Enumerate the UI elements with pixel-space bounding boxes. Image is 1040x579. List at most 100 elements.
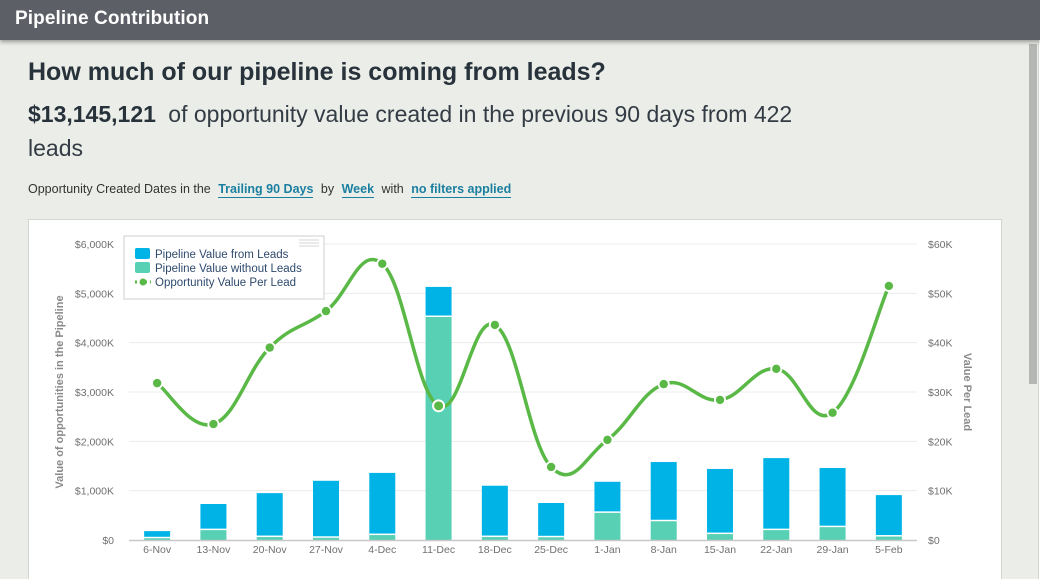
line-point-5-feb — [884, 281, 894, 291]
y2-tick-label: $10K — [928, 486, 953, 498]
with-text: with — [381, 182, 404, 196]
bar-pipeline-value-without-leads-1-jan — [594, 512, 621, 540]
line-point-27-nov — [321, 306, 331, 316]
bar-pipeline-value-without-leads-11-dec — [425, 317, 452, 540]
line-point-highlighted — [432, 399, 446, 413]
bar-pipeline-value-without-leads-22-jan — [763, 530, 790, 540]
legend-label-without-leads: Pipeline Value without Leads — [155, 263, 302, 275]
bars — [144, 286, 902, 540]
y2-tick-label: $30K — [928, 387, 953, 399]
line-point-22-jan — [772, 364, 781, 374]
y-tick-label: $4,000K — [75, 338, 114, 350]
bar-pipeline-value-from-leads-18-dec — [481, 485, 508, 536]
bar-pipeline-value-from-leads-11-dec — [425, 286, 452, 316]
line-point-15-jan — [715, 395, 725, 405]
summary: $13,145,121 of opportunity value created… — [28, 97, 808, 165]
x-tick-label: 25-Dec — [534, 544, 568, 556]
bar-pipeline-value-from-leads-15-jan — [707, 468, 733, 533]
legend-box — [123, 235, 325, 300]
y-tick-label: $3,000K — [75, 387, 114, 399]
x-tick-label: 20-Nov — [253, 544, 288, 556]
line-point-4-dec — [378, 259, 387, 268]
y-tick-label: $6,000K — [75, 239, 114, 251]
x-tick-label: 11-Dec — [422, 544, 455, 556]
bar-pipeline-value-from-leads-27-nov — [313, 480, 339, 537]
x-tick-label: 15-Jan — [704, 544, 736, 556]
y2-tick-label: $40K — [928, 338, 953, 350]
y-axis-ticks: $0 $1,000K $2,000K $3,000K $4,000K $5,000K $6,… — [75, 239, 114, 547]
bar-pipeline-value-without-leads-5-feb — [875, 536, 902, 540]
granularity-link[interactable]: Week — [341, 182, 375, 198]
bar-pipeline-value-without-leads-4-dec — [369, 535, 396, 540]
x-axis-ticks: 6-Nov 13-Nov 20-Nov 27-Nov 4-Dec 11-Dec 18-Dec… — [143, 544, 903, 556]
bar-pipeline-value-from-leads-4-dec — [369, 472, 396, 534]
line-points — [151, 257, 895, 473]
page-heading: How much of our pipeline is coming from … — [28, 58, 606, 86]
bar-pipeline-value-from-leads-5-feb — [875, 495, 902, 536]
y-tick-label: $0 — [102, 535, 114, 547]
line-point-13-nov — [209, 419, 218, 429]
by-text: by — [320, 182, 335, 196]
window-title: Pipeline Contribution — [15, 8, 210, 29]
legend-swatch-without-leads — [135, 262, 150, 273]
x-tick-label: 8-Jan — [651, 544, 677, 556]
y2-tick-label: $0 — [928, 535, 940, 547]
x-tick-label: 29-Jan — [817, 544, 849, 556]
legend-swatch-from-leads — [135, 248, 150, 259]
legend-label-per-lead: Opportunity Value Per Lead — [155, 277, 296, 289]
y2-axis-ticks: $0 $10K $20K $30K $40K $50K $60K — [928, 239, 953, 547]
y2-tick-label: $20K — [928, 436, 953, 448]
bar-pipeline-value-from-leads-1-jan — [594, 481, 621, 512]
legend-menu-icon[interactable] — [299, 239, 319, 247]
bar-pipeline-value-without-leads-20-nov — [256, 537, 283, 540]
bar-pipeline-value-without-leads-18-dec — [481, 537, 508, 540]
total-amount: $13,145,121 — [28, 101, 156, 127]
bar-pipeline-value-without-leads-8-jan — [650, 521, 677, 540]
window-titlebar: Pipeline Contribution — [0, 0, 1040, 40]
bar-pipeline-value-from-leads-29-jan — [819, 467, 846, 526]
x-tick-label: 18-Dec — [478, 544, 512, 556]
line-point-18-dec — [490, 320, 500, 330]
bar-pipeline-value-from-leads-22-jan — [763, 458, 790, 529]
y-tick-label: $5,000K — [75, 288, 114, 300]
x-tick-label: 1-Jan — [594, 544, 620, 556]
scrollbar-thumb[interactable] — [1029, 44, 1037, 384]
bar-pipeline-value-without-leads-6-nov — [144, 538, 171, 540]
y-axis-label: Value of opportunities in the Pipeline — [54, 295, 66, 488]
legend-label-from-leads: Pipeline Value from Leads — [155, 249, 289, 261]
bar-pipeline-value-from-leads-6-nov — [144, 531, 171, 537]
x-tick-label: 22-Jan — [760, 544, 792, 556]
pipeline-chart: $0 $1,000K $2,000K $3,000K $4,000K $5,000K $6,… — [54, 235, 973, 556]
y2-tick-label: $50K — [928, 288, 953, 300]
y-tick-label: $2,000K — [75, 436, 114, 448]
x-tick-label: 5-Feb — [875, 544, 903, 556]
line-point-6-nov — [152, 378, 162, 388]
legend-dot-per-lead — [139, 278, 147, 286]
bar-pipeline-value-without-leads-15-jan — [707, 534, 733, 540]
summary-text: of opportunity value created in the prev… — [28, 101, 793, 161]
bar-pipeline-value-from-leads-8-jan — [650, 462, 677, 520]
bar-pipeline-value-without-leads-13-nov — [200, 530, 227, 540]
adjacent-panel-edge — [1038, 40, 1040, 579]
chart-legend[interactable]: Pipeline Value from Leads Pipeline Value… — [123, 235, 325, 300]
period-link[interactable]: Trailing 90 Days — [218, 182, 314, 198]
y-tick-label: $1,000K — [75, 486, 114, 498]
bar-pipeline-value-from-leads-13-nov — [200, 503, 227, 529]
bar-pipeline-value-from-leads-25-dec — [538, 503, 565, 536]
x-tick-label: 4-Dec — [368, 544, 396, 556]
line-point-20-nov — [265, 343, 274, 352]
line-point-1-jan — [603, 435, 612, 445]
y2-axis-label: Value Per Lead — [961, 353, 973, 431]
bar-pipeline-value-without-leads-29-jan — [819, 527, 846, 540]
x-tick-label: 6-Nov — [143, 544, 172, 556]
x-tick-label: 27-Nov — [309, 544, 344, 556]
bar-pipeline-value-from-leads-20-nov — [256, 493, 283, 536]
line-point-25-dec — [546, 462, 556, 472]
filter-line: Opportunity Created Dates in the Trailin… — [28, 182, 515, 198]
bar-pipeline-value-without-leads-25-dec — [538, 537, 565, 540]
chart-container: $0 $1,000K $2,000K $3,000K $4,000K $5,000K $6,… — [28, 219, 1002, 579]
line-point-29-jan — [828, 408, 837, 417]
x-tick-label: 13-Nov — [196, 544, 231, 556]
filters-link[interactable]: no filters applied — [411, 182, 512, 198]
line-point-8-jan — [659, 379, 668, 389]
